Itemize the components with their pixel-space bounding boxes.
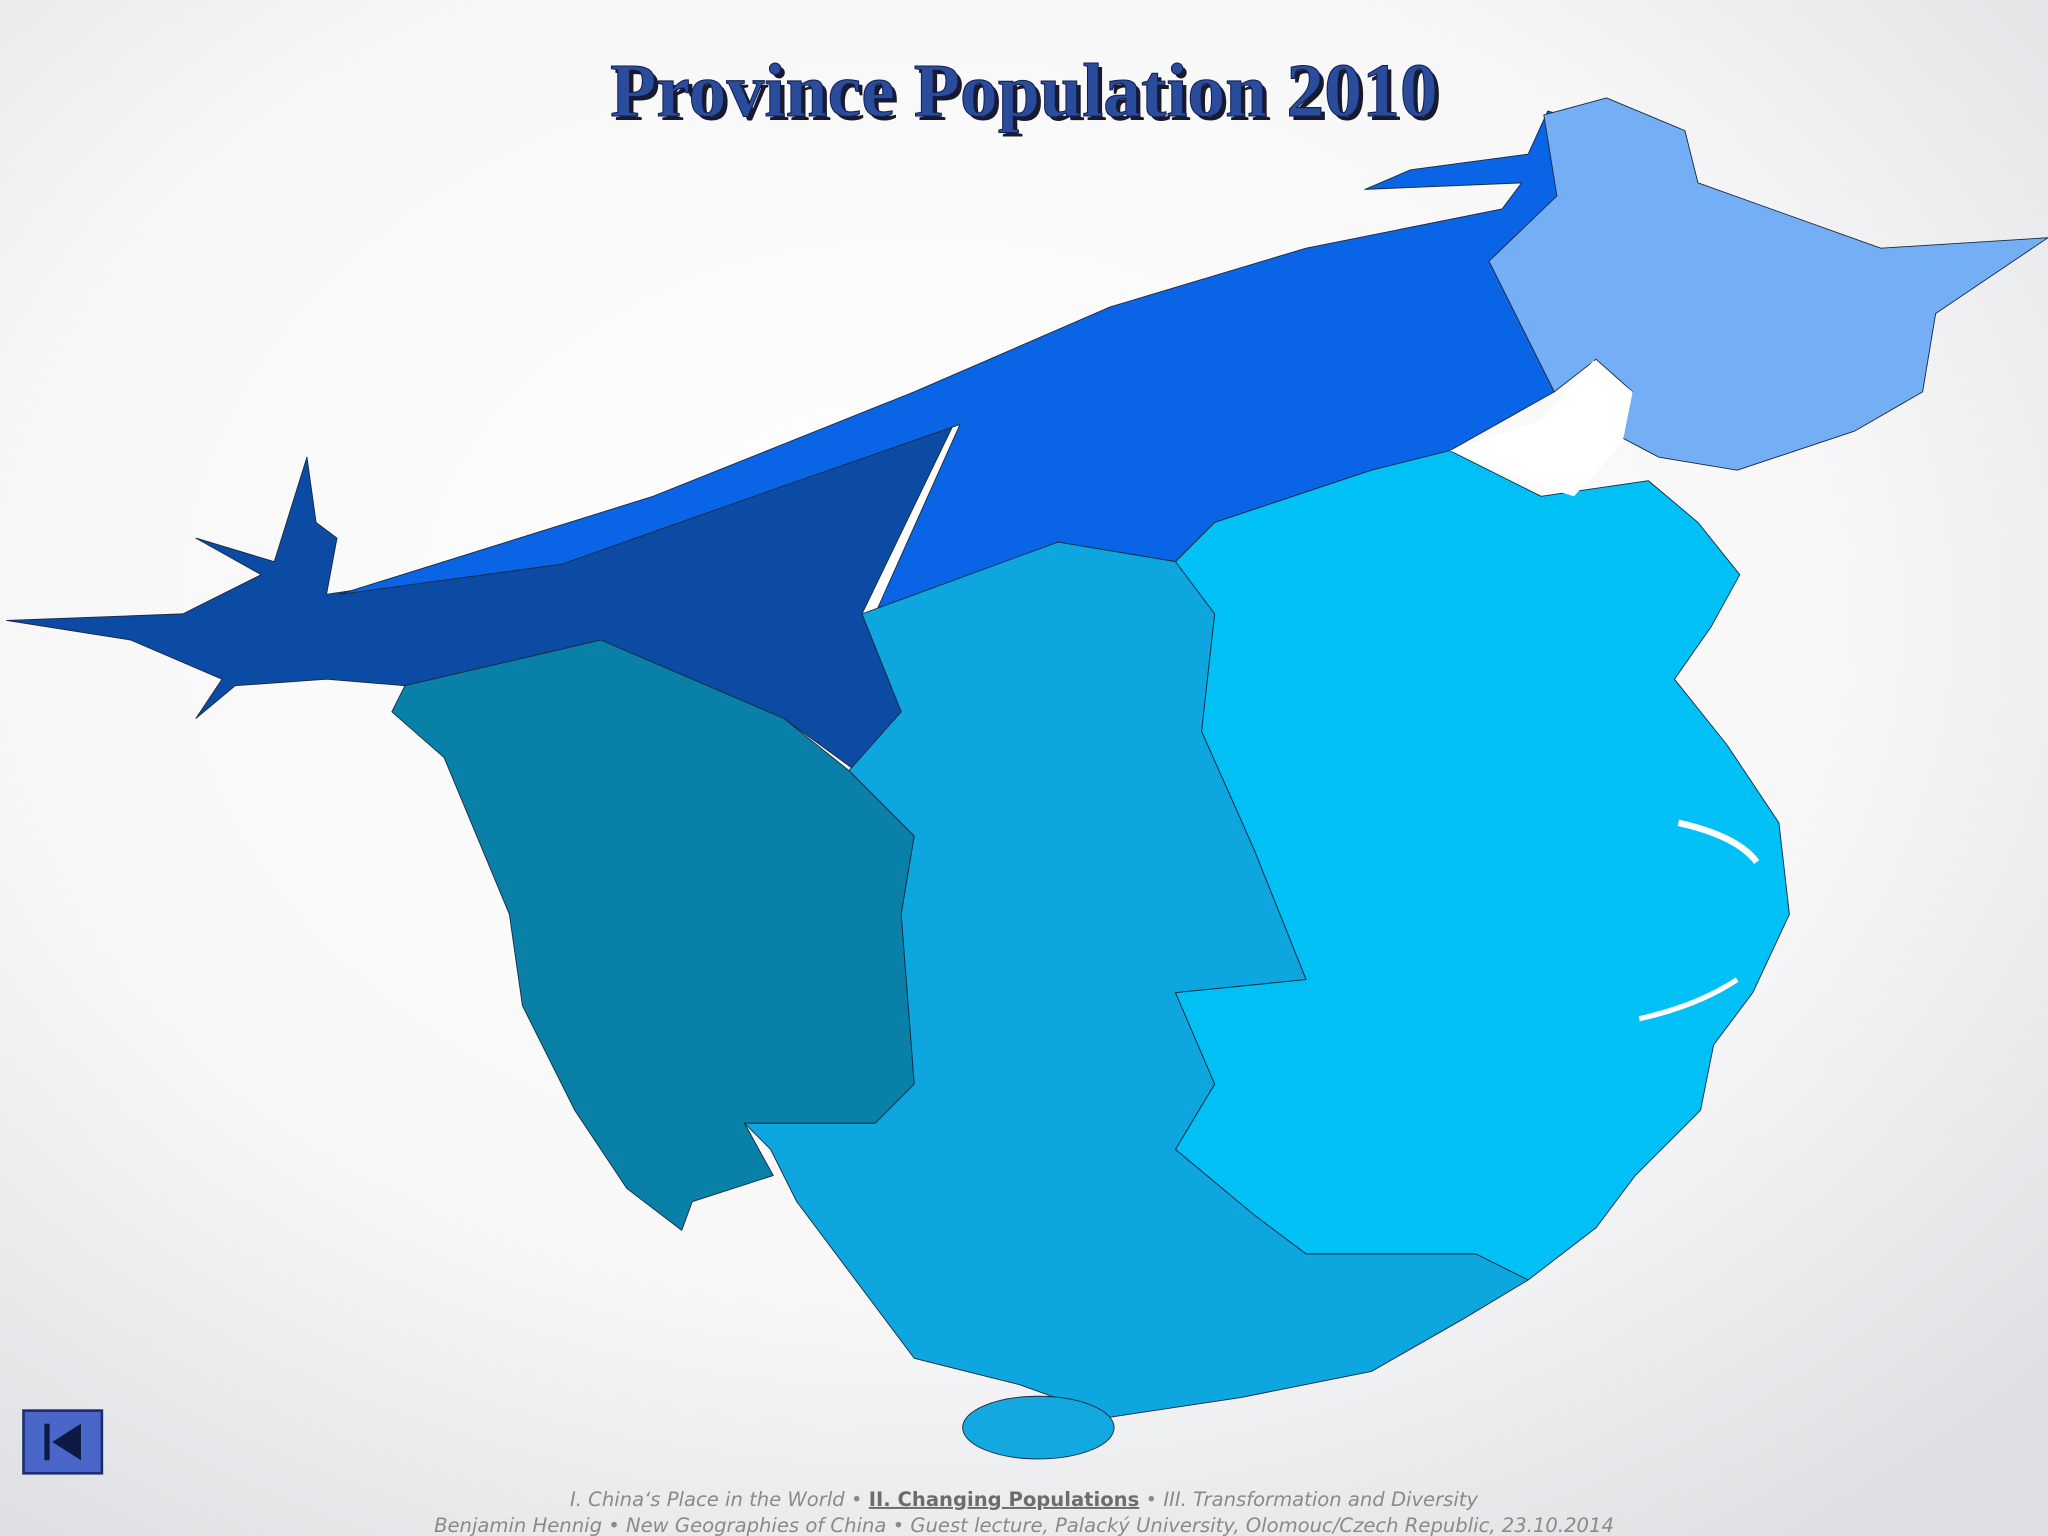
region-northwest bbox=[6, 424, 954, 772]
region-island bbox=[962, 1395, 1115, 1460]
back-arrow bbox=[52, 1423, 81, 1461]
nav-separator: • bbox=[1146, 1488, 1158, 1511]
nav-item[interactable]: III. Transformation and Diversity bbox=[1163, 1488, 1478, 1511]
nav-item-current[interactable]: II. Changing Populations bbox=[869, 1488, 1140, 1511]
region-northeast bbox=[1488, 97, 2048, 471]
title-shadow: Province Population 2010 bbox=[614, 53, 1442, 137]
river-mouth bbox=[1677, 819, 1760, 865]
bohai-gap bbox=[1449, 360, 1633, 497]
title: Province Population 2010 Province Popula… bbox=[610, 49, 1442, 137]
back-bar bbox=[44, 1423, 50, 1461]
footer-credit: Benjamin Hennig • New Geographies of Chi… bbox=[434, 1514, 1614, 1536]
slide-title: Province Population 2010 bbox=[610, 49, 1438, 133]
nav-item[interactable]: I. China‘s Place in the World bbox=[570, 1488, 845, 1511]
region-east bbox=[1175, 450, 1790, 1281]
bay bbox=[1638, 977, 1739, 1022]
footer-nav: I. China‘s Place in the World • II. Chan… bbox=[570, 1488, 1479, 1511]
nav-separator: • bbox=[851, 1488, 863, 1511]
cartogram-map bbox=[6, 97, 2048, 1460]
back-button[interactable] bbox=[22, 1409, 104, 1475]
